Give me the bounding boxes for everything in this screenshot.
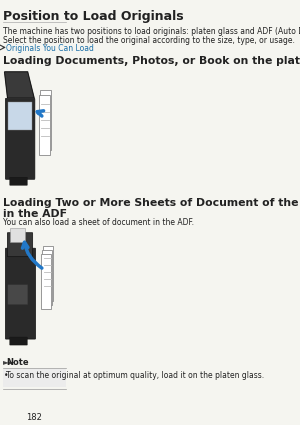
FancyBboxPatch shape xyxy=(10,337,27,345)
FancyBboxPatch shape xyxy=(39,95,50,155)
FancyBboxPatch shape xyxy=(8,102,32,130)
FancyBboxPatch shape xyxy=(5,248,35,339)
Text: Note: Note xyxy=(6,357,28,366)
Text: •: • xyxy=(4,371,9,380)
FancyBboxPatch shape xyxy=(40,90,51,150)
FancyBboxPatch shape xyxy=(10,228,25,242)
Text: ►►: ►► xyxy=(3,357,15,366)
Text: Loading Two or More Sheets of Document of the Same Size and Thickness
in the ADF: Loading Two or More Sheets of Document o… xyxy=(3,198,300,219)
FancyBboxPatch shape xyxy=(5,98,35,179)
Text: Position to Load Originals: Position to Load Originals xyxy=(3,10,184,23)
Text: To scan the original at optimum quality, load it on the platen glass.: To scan the original at optimum quality,… xyxy=(5,371,264,380)
FancyBboxPatch shape xyxy=(41,254,51,309)
Text: Loading Documents, Photos, or Book on the platen glass: Loading Documents, Photos, or Book on th… xyxy=(3,56,300,66)
Text: 182: 182 xyxy=(27,414,42,422)
FancyBboxPatch shape xyxy=(8,233,33,257)
Text: Originals You Can Load: Originals You Can Load xyxy=(6,44,94,53)
Polygon shape xyxy=(4,72,34,98)
FancyBboxPatch shape xyxy=(8,285,28,305)
FancyBboxPatch shape xyxy=(43,246,53,300)
Text: You can also load a sheet of document in the ADF.: You can also load a sheet of document in… xyxy=(3,218,194,227)
FancyBboxPatch shape xyxy=(10,177,27,185)
FancyBboxPatch shape xyxy=(42,250,52,305)
FancyBboxPatch shape xyxy=(3,368,66,386)
Text: Select the position to load the original according to the size, type, or usage.: Select the position to load the original… xyxy=(3,36,295,45)
Text: The machine has two positions to load originals: platen glass and ADF (Auto Docu: The machine has two positions to load or… xyxy=(3,27,300,36)
